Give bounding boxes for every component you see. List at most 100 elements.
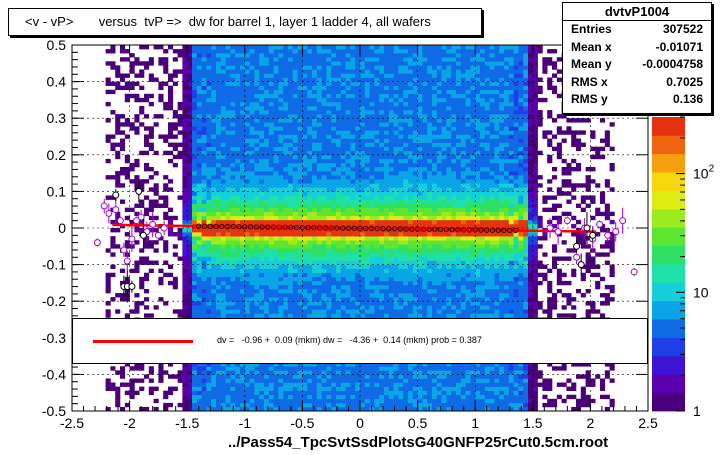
heatmap-cell	[240, 191, 246, 196]
heatmap-cell	[182, 402, 188, 408]
heatmap-cell	[350, 248, 356, 253]
heatmap-cell	[316, 362, 322, 367]
heatmap-cell	[230, 272, 236, 278]
heatmap-cell	[316, 134, 322, 139]
heatmap-cell	[321, 106, 327, 111]
heatmap-cell	[196, 154, 202, 160]
heatmap-cell	[264, 394, 270, 400]
heatmap-cell	[201, 183, 207, 188]
heatmap-cell	[163, 81, 169, 86]
heatmap-cell	[388, 232, 394, 237]
heatmap-cell	[355, 179, 361, 184]
heatmap-cell	[216, 138, 222, 143]
heatmap-cell	[321, 289, 327, 294]
heatmap-cell	[384, 219, 390, 225]
heatmap-cell	[192, 110, 198, 115]
heatmap-cell	[417, 65, 423, 70]
heatmap-cell	[360, 272, 366, 278]
heatmap-cell	[312, 114, 318, 119]
heatmap-cell	[283, 394, 289, 400]
heatmap-cell	[230, 106, 236, 111]
heatmap-cell	[412, 313, 418, 318]
heatmap-cell	[312, 65, 318, 70]
heatmap-cell	[321, 101, 327, 107]
heatmap-cell	[240, 386, 246, 391]
heatmap-cell	[417, 256, 423, 261]
heatmap-cell	[307, 374, 313, 379]
heatmap-cell	[393, 280, 399, 286]
heatmap-cell	[254, 49, 260, 54]
heatmap-cell	[384, 191, 390, 196]
heatmap-cell	[340, 195, 346, 200]
heatmap-cell	[182, 134, 188, 139]
heatmap-cell	[369, 215, 375, 221]
heatmap-cell	[364, 207, 370, 213]
heatmap-cell	[384, 45, 390, 50]
heatmap-cell	[355, 61, 361, 66]
heatmap-cell	[254, 183, 260, 188]
heatmap-cell	[393, 406, 399, 412]
heatmap-cell	[240, 167, 246, 172]
heatmap-cell	[364, 293, 370, 298]
heatmap-cell	[398, 45, 404, 50]
heatmap-cell	[345, 101, 351, 107]
heatmap-cell	[235, 134, 241, 139]
heatmap-cell	[355, 142, 361, 147]
heatmap-cell	[292, 134, 298, 139]
heatmap-cell	[331, 130, 337, 135]
heatmap-cell	[355, 73, 361, 78]
heatmap-cell	[302, 199, 308, 204]
heatmap-cell	[297, 228, 303, 233]
heatmap-cell	[268, 93, 274, 99]
heatmap-cell	[321, 171, 327, 176]
heatmap-cell	[240, 256, 246, 261]
heatmap-cell	[292, 179, 298, 184]
heatmap-cell	[408, 366, 414, 371]
heatmap-cell	[105, 248, 111, 253]
heatmap-cell	[316, 260, 322, 265]
heatmap-cell	[235, 85, 241, 91]
heatmap-cell	[187, 240, 193, 245]
heatmap-cell	[297, 146, 303, 152]
heatmap-cell	[379, 386, 385, 391]
heatmap-cell	[374, 252, 380, 257]
heatmap-cell	[196, 106, 202, 111]
heatmap-cell	[384, 122, 390, 127]
heatmap-cell	[177, 195, 183, 200]
heatmap-cell	[393, 260, 399, 265]
heatmap-cell	[292, 118, 298, 123]
heatmap-cell	[417, 215, 423, 221]
heatmap-cell	[244, 142, 250, 147]
heatmap-cell	[225, 232, 231, 237]
heatmap-cell	[369, 89, 375, 95]
heatmap-cell	[134, 175, 140, 180]
heatmap-cell	[403, 183, 409, 188]
heatmap-cell	[235, 297, 241, 302]
heatmap-cell	[168, 386, 174, 391]
heatmap-cell	[225, 211, 231, 217]
heatmap-cell	[393, 191, 399, 196]
heatmap-cell	[355, 264, 361, 269]
heatmap-cell	[254, 69, 260, 74]
heatmap-cell	[360, 73, 366, 78]
heatmap-cell	[374, 167, 380, 172]
heatmap-cell	[120, 142, 126, 147]
heatmap-cell	[254, 382, 260, 387]
heatmap-cell	[110, 219, 116, 225]
heatmap-cell	[264, 260, 270, 265]
heatmap-cell	[393, 53, 399, 58]
heatmap-cell	[331, 386, 337, 391]
heatmap-cell	[374, 134, 380, 139]
heatmap-cell	[268, 195, 274, 200]
heatmap-cell	[139, 183, 145, 188]
heatmap-cell	[336, 126, 342, 131]
heatmap-cell	[259, 167, 265, 172]
heatmap-cell	[398, 138, 404, 143]
heatmap-cell	[312, 106, 318, 111]
heatmap-cell	[417, 386, 423, 391]
heatmap-cell	[211, 106, 217, 111]
heatmap-cell	[244, 362, 250, 367]
heatmap-cell	[292, 162, 298, 168]
heatmap-cell	[412, 158, 418, 164]
heatmap-cell	[105, 175, 111, 180]
